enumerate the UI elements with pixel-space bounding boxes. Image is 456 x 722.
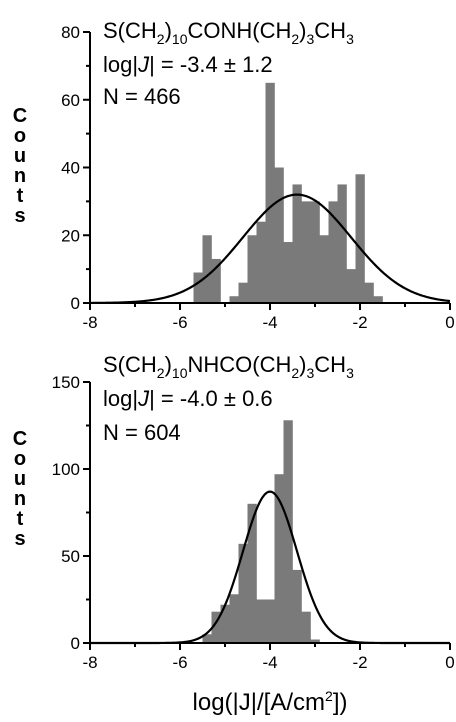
top-bar-17 [355,174,365,303]
top-gaussian-fit-curve [89,193,451,305]
top-bar-10 [292,184,302,303]
top-bar-4 [238,282,248,303]
top-count-label: N = 466 [103,84,181,109]
bottom-x-tick-label-3: -2 [352,653,367,672]
top-bar-7 [265,82,275,303]
top-y-tick-label-2: 40 [61,159,80,178]
bottom-bar-4 [238,543,248,643]
top-bar-8 [274,167,284,303]
bottom-x-tick-label-2: -4 [262,653,277,672]
top-x-tick-label-4: 0 [445,313,454,332]
bottom-x-tick-label-4: 0 [445,653,454,672]
bottom-bar-3 [229,594,239,643]
top-bar-18 [364,282,374,303]
top-y-tick-label-3: 60 [61,91,80,110]
bottom-bar-5 [247,503,257,643]
bottom-stats-label: log|J| = -4.0 ± 0.6 [103,386,273,411]
top-bar-14 [328,201,338,303]
top-histogram-panel: S(CH2)10CONH(CH2)3CH3 log|J| = -3.4 ± 1.… [13,18,455,332]
bottom-x-tick-label-1: -6 [172,653,187,672]
bottom-bar-6 [256,599,266,643]
bottom-histogram-panel: S(CH2)10NHCO(CH2)3CH3 log|J| = -4.0 ± 0.… [13,352,455,672]
bottom-bar-10 [292,569,302,643]
top-bar-16 [346,269,356,303]
top-y-tick-label-4: 80 [61,23,80,42]
top-stats-label: log|J| = -3.4 ± 1.2 [103,52,273,77]
bottom-bar-7 [265,599,275,643]
top-y-tick-label-1: 20 [61,226,80,245]
bottom-bars [202,420,320,643]
bottom-bar-2 [220,604,230,643]
top-bar-12 [310,201,320,303]
top-bar-3 [229,296,239,303]
top-x-tick-label-1: -6 [172,313,187,332]
top-bar-19 [373,296,383,303]
top-x-tick-label-3: -2 [352,313,367,332]
top-bar-2 [211,258,221,303]
bottom-bar-12 [310,639,320,643]
top-molecule-label: S(CH2)10CONH(CH2)3CH3 [103,18,354,47]
top-bar-0 [193,272,203,303]
bottom-molecule-label: S(CH2)10NHCO(CH2)3CH3 [103,352,354,381]
bottom-y-tick-label-2: 100 [52,460,80,479]
x-axis-label: log(|J|/[A/cm2]) [193,688,348,716]
top-bar-13 [319,235,329,303]
top-axes: 0 20 40 60 80 -8 -6 -4 -2 0 [61,23,455,332]
top-x-tick-label-0: -8 [82,313,97,332]
bottom-bar-0 [202,634,212,643]
bottom-axes: 0 50 100 150 -8 -6 -4 -2 0 [52,373,455,672]
bottom-bar-11 [301,611,311,643]
top-bar-9 [283,242,293,303]
top-bar-11 [301,201,311,303]
bottom-bar-9 [283,420,293,643]
bottom-y-tick-label-3: 150 [52,373,80,392]
bottom-x-tick-label-0: -8 [82,653,97,672]
top-x-tick-label-2: -4 [262,313,277,332]
bottom-bar-8 [274,474,284,643]
bottom-y-tick-label-1: 50 [61,547,80,566]
top-bar-1 [202,235,212,303]
bottom-y-tick-label-0: 0 [71,634,80,653]
top-bars [193,82,383,303]
top-bar-5 [247,235,257,303]
bottom-count-label: N = 604 [103,420,181,445]
bottom-bar-1 [211,611,221,643]
top-bar-15 [337,184,347,303]
top-bar-6 [256,221,266,303]
top-y-tick-label-0: 0 [71,294,80,313]
